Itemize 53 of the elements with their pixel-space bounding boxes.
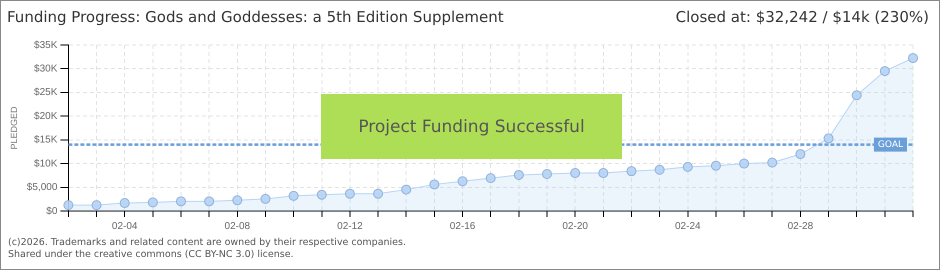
point	[710, 160, 721, 171]
point	[682, 162, 693, 172]
y-tick-label: $10K	[34, 158, 58, 170]
text: Closed at: $32,242 / $14k (230%)	[676, 8, 929, 26]
point	[92, 200, 102, 210]
point	[232, 195, 242, 206]
point	[598, 168, 608, 178]
point	[148, 197, 158, 208]
x-tick-label: 02-16	[450, 220, 476, 232]
point	[373, 188, 384, 199]
success-banner: Project Funding Successful	[321, 94, 622, 159]
point	[852, 90, 862, 100]
point	[344, 188, 355, 199]
point	[288, 190, 299, 201]
y-tick-label: $25K	[34, 87, 58, 98]
y-tick-label: $35K	[34, 40, 58, 51]
text: (c)2026. Trademarks and related content are owned by their respective companies.	[8, 237, 406, 248]
point	[429, 179, 440, 190]
chart-title: Funding Progress: Gods and Goddesses: a 5th Edition Supplement	[7, 8, 504, 26]
point	[176, 196, 186, 206]
point	[767, 158, 778, 168]
point	[908, 53, 918, 64]
y-tick-label: $20K	[34, 110, 58, 122]
x-tick-label: 02-24	[674, 220, 701, 232]
x-tick-label: 02-28	[788, 220, 814, 232]
y-tick-label: $0	[46, 206, 58, 217]
point	[542, 169, 552, 180]
point	[401, 184, 412, 195]
point	[880, 66, 890, 76]
point	[63, 200, 74, 210]
y-tick-label: $30K	[34, 63, 58, 74]
point	[739, 158, 750, 169]
point	[626, 166, 636, 176]
point	[824, 133, 834, 144]
y-tick-label: $5,000	[26, 182, 58, 194]
ref-line-label: GOAL	[878, 140, 904, 150]
point	[204, 196, 214, 206]
text: Shared under the creative commons (CC BY-NC 3.0) license.	[8, 249, 294, 260]
y-axis-title: PLEDGED	[8, 106, 19, 150]
x-tick-label: 02-12	[337, 220, 364, 232]
point	[458, 176, 468, 186]
x-tick-label: 02-04	[112, 220, 138, 232]
point	[570, 168, 580, 178]
y-tick-label: $15K	[34, 134, 58, 146]
point	[316, 190, 327, 200]
point	[120, 198, 130, 208]
point	[486, 173, 496, 184]
point	[260, 194, 270, 204]
point	[654, 164, 665, 175]
x-tick-label: 02-20	[562, 220, 588, 232]
point	[795, 149, 806, 160]
x-tick-label: 02-08	[224, 220, 251, 232]
point	[514, 170, 524, 180]
